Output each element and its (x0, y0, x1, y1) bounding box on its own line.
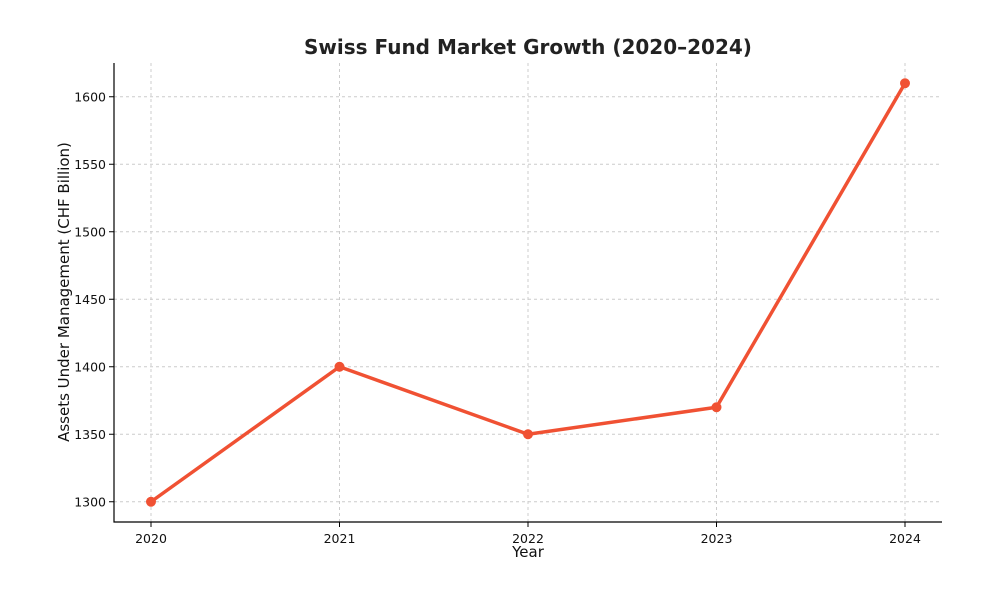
grid (114, 63, 942, 522)
tick-labels: 1300 1350 1400 1450 1500 1550 1600 2020 2021 2022… (74, 89, 921, 546)
x-tick-label: 2024 (889, 531, 921, 546)
x-axis-label: Year (511, 543, 545, 561)
axes (109, 63, 942, 527)
y-tick-label: 1600 (74, 89, 106, 104)
y-tick-label: 1350 (74, 427, 106, 442)
x-tick-label: 2021 (324, 531, 356, 546)
x-tick-label: 2020 (135, 531, 167, 546)
data-point-2024 (900, 78, 910, 89)
data-point-2022 (523, 429, 533, 440)
y-tick-label: 1400 (74, 359, 106, 374)
y-tick-label: 1450 (74, 292, 106, 307)
series-layer (146, 78, 910, 507)
chart-title: Swiss Fund Market Growth (2020–2024) (304, 35, 752, 59)
data-point-2020 (146, 496, 156, 507)
y-tick-label: 1500 (74, 224, 106, 239)
y-tick-label: 1300 (74, 494, 106, 509)
x-tick-label: 2023 (701, 531, 733, 546)
y-tick-label: 1550 (74, 157, 106, 172)
data-point-2023 (711, 402, 722, 413)
axis-spines (113, 63, 942, 523)
y-axis-label: Assets Under Management (CHF Billion) (55, 142, 73, 442)
x-tick-label: 2022 (512, 531, 544, 546)
data-point-2021 (334, 361, 345, 372)
